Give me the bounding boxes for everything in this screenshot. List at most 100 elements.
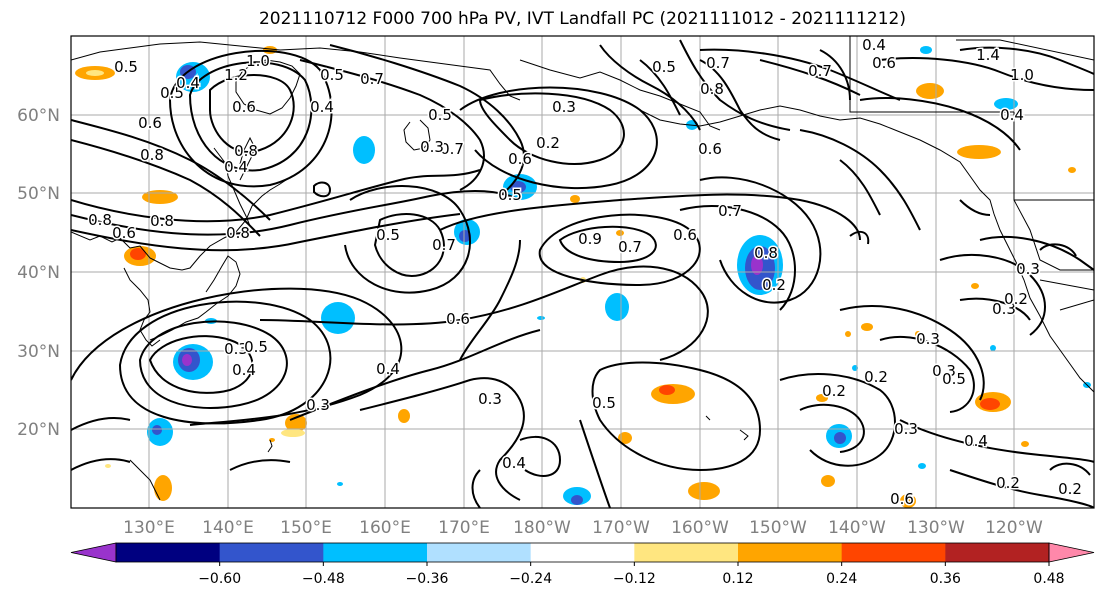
contour-label: 0.4 bbox=[1000, 106, 1024, 124]
colorbar-ticks: −0.60 −0.48 −0.36 −0.24 −0.12 0.12 0.24 0.36 0.4… bbox=[198, 562, 1065, 587]
colorbar-extend-max bbox=[1048, 542, 1095, 563]
contour-label: 0.7 bbox=[718, 202, 742, 220]
contour-label: 0.2 bbox=[536, 134, 560, 152]
contour-label: 0.8 bbox=[700, 80, 724, 98]
colorbar-cell bbox=[530, 543, 635, 562]
lat-label-20n: 20°N bbox=[17, 420, 60, 440]
contour-label: 0.5 bbox=[320, 66, 344, 84]
pv-anomaly-shading bbox=[75, 46, 1091, 508]
contour-label: 0.3 bbox=[916, 330, 940, 348]
contour-label: 0.5 bbox=[114, 58, 138, 76]
contour-label: 0.6 bbox=[446, 310, 470, 328]
contour-label: 0.6 bbox=[698, 140, 722, 158]
contour-label: 0.6 bbox=[232, 98, 256, 116]
contour-label: 0.4 bbox=[176, 74, 200, 92]
colorbar-tick-label: 0.12 bbox=[722, 571, 753, 587]
contour-label: 0.9 bbox=[578, 230, 602, 248]
contour-label: 0.6 bbox=[508, 150, 532, 168]
contour-label: 0.5 bbox=[376, 226, 400, 244]
contour-label: 0.2 bbox=[1058, 480, 1082, 498]
contour-label: 0.8 bbox=[234, 142, 258, 160]
contour-label: 0.3 bbox=[992, 300, 1016, 318]
contour-label: 0.4 bbox=[310, 98, 334, 116]
contour-label: 0.2 bbox=[1004, 290, 1028, 308]
contour-label: 0.5 bbox=[942, 370, 966, 388]
coastlines bbox=[71, 36, 1094, 501]
colorbar-tick-label: 0.36 bbox=[930, 571, 961, 587]
contour-label: 0.3 bbox=[552, 98, 576, 116]
lat-label-50n: 50°N bbox=[17, 184, 60, 204]
lon-label-150e: 150°E bbox=[280, 518, 332, 538]
colorbar-tick-label: 0.48 bbox=[1033, 571, 1064, 587]
contour-label: 0.6 bbox=[112, 224, 136, 242]
lon-label-170w: 170°W bbox=[592, 518, 650, 538]
contour-label: 0.7 bbox=[706, 54, 730, 72]
contour-label: 0.8 bbox=[88, 211, 112, 229]
contour-label: 0.3 bbox=[306, 396, 330, 414]
lon-label-160e: 160°E bbox=[359, 518, 411, 538]
contour-label: 0.8 bbox=[754, 244, 778, 262]
contour-label: 0.7 bbox=[808, 62, 832, 80]
map-title: 2021110712 F000 700 hPa PV, IVT Landfall… bbox=[258, 9, 906, 29]
colorbar-extend-min bbox=[70, 542, 117, 563]
lon-label-130w: 130°W bbox=[907, 518, 965, 538]
contour-label: 0.4 bbox=[502, 454, 526, 472]
contour-label: 0.4 bbox=[376, 360, 400, 378]
map-frame bbox=[70, 35, 1095, 509]
contour-label: 0.2 bbox=[864, 368, 888, 386]
contour-label: 0.4 bbox=[224, 158, 248, 176]
contour-label: 0.8 bbox=[226, 224, 250, 242]
contour-label: 0.7 bbox=[360, 70, 384, 88]
contour-label: 0.4 bbox=[862, 36, 886, 54]
contour-label: 0.5 bbox=[428, 106, 452, 124]
contour-label: 0.5 bbox=[592, 394, 616, 412]
contour-label: 0.7 bbox=[618, 238, 642, 256]
colorbar-cell bbox=[219, 543, 324, 562]
colorbar-cell bbox=[945, 543, 1050, 562]
contour-label: 0.6 bbox=[890, 490, 914, 508]
colorbar-cell bbox=[841, 543, 946, 562]
contour-label: 0.3 bbox=[1016, 260, 1040, 278]
contour-label: 0.2 bbox=[996, 474, 1020, 492]
contour-lines bbox=[71, 39, 1094, 508]
colorbar-tick-label: −0.48 bbox=[302, 571, 345, 587]
latitude-axis: 60°N 50°N 40°N 30°N 20°N bbox=[17, 106, 60, 440]
contour-label: 0.4 bbox=[232, 361, 256, 379]
colorbar-tick-label: −0.60 bbox=[198, 571, 241, 587]
contour-label: 0.5 bbox=[652, 58, 676, 76]
contour-label: 0.7 bbox=[432, 236, 456, 254]
lon-label-160w: 160°W bbox=[671, 518, 729, 538]
contour-label: 0.3 bbox=[224, 340, 248, 358]
contour-label: 0.5 bbox=[498, 186, 522, 204]
lon-label-180w: 180°W bbox=[513, 518, 571, 538]
lon-label-130e: 130°E bbox=[123, 518, 175, 538]
contour-label: 0.4 bbox=[964, 432, 988, 450]
contour-label: 0.8 bbox=[140, 146, 164, 164]
colorbar-cells bbox=[70, 542, 1095, 563]
colorbar-tick-label: −0.24 bbox=[509, 571, 552, 587]
lon-label-150w: 150°W bbox=[749, 518, 807, 538]
colorbar: −0.60 −0.48 −0.36 −0.24 −0.12 0.12 0.24 0.36 0.4… bbox=[70, 542, 1095, 587]
contour-label: 0.3 bbox=[894, 420, 918, 438]
lon-label-120w: 120°W bbox=[985, 518, 1043, 538]
colorbar-tick-label: −0.12 bbox=[613, 571, 656, 587]
lat-label-40n: 40°N bbox=[17, 263, 60, 283]
colorbar-cell bbox=[116, 543, 221, 562]
contour-label: 1.0 bbox=[246, 52, 270, 70]
colorbar-cell bbox=[738, 543, 843, 562]
contour-label: 1.2 bbox=[224, 66, 248, 84]
colorbar-frame bbox=[115, 542, 1050, 563]
contour-label: 0.3 bbox=[478, 390, 502, 408]
colorbar-cell bbox=[427, 543, 532, 562]
colorbar-cell bbox=[323, 543, 428, 562]
contour-label: 0.2 bbox=[762, 276, 786, 294]
contour-label: 0.5 bbox=[160, 84, 184, 102]
contour-label: 0.8 bbox=[150, 212, 174, 230]
colorbar-cell bbox=[634, 543, 739, 562]
contour-label: 0.7 bbox=[440, 140, 464, 158]
longitude-axis: 130°E 140°E 150°E 160°E 170°E 180°W 170°… bbox=[123, 518, 1043, 538]
lon-label-140w: 140°W bbox=[828, 518, 886, 538]
lon-label-140e: 140°E bbox=[202, 518, 254, 538]
map-area: 0.5 1.21.00.50.40.60.40.80.60.80.40.5 0.70… bbox=[70, 35, 1095, 509]
